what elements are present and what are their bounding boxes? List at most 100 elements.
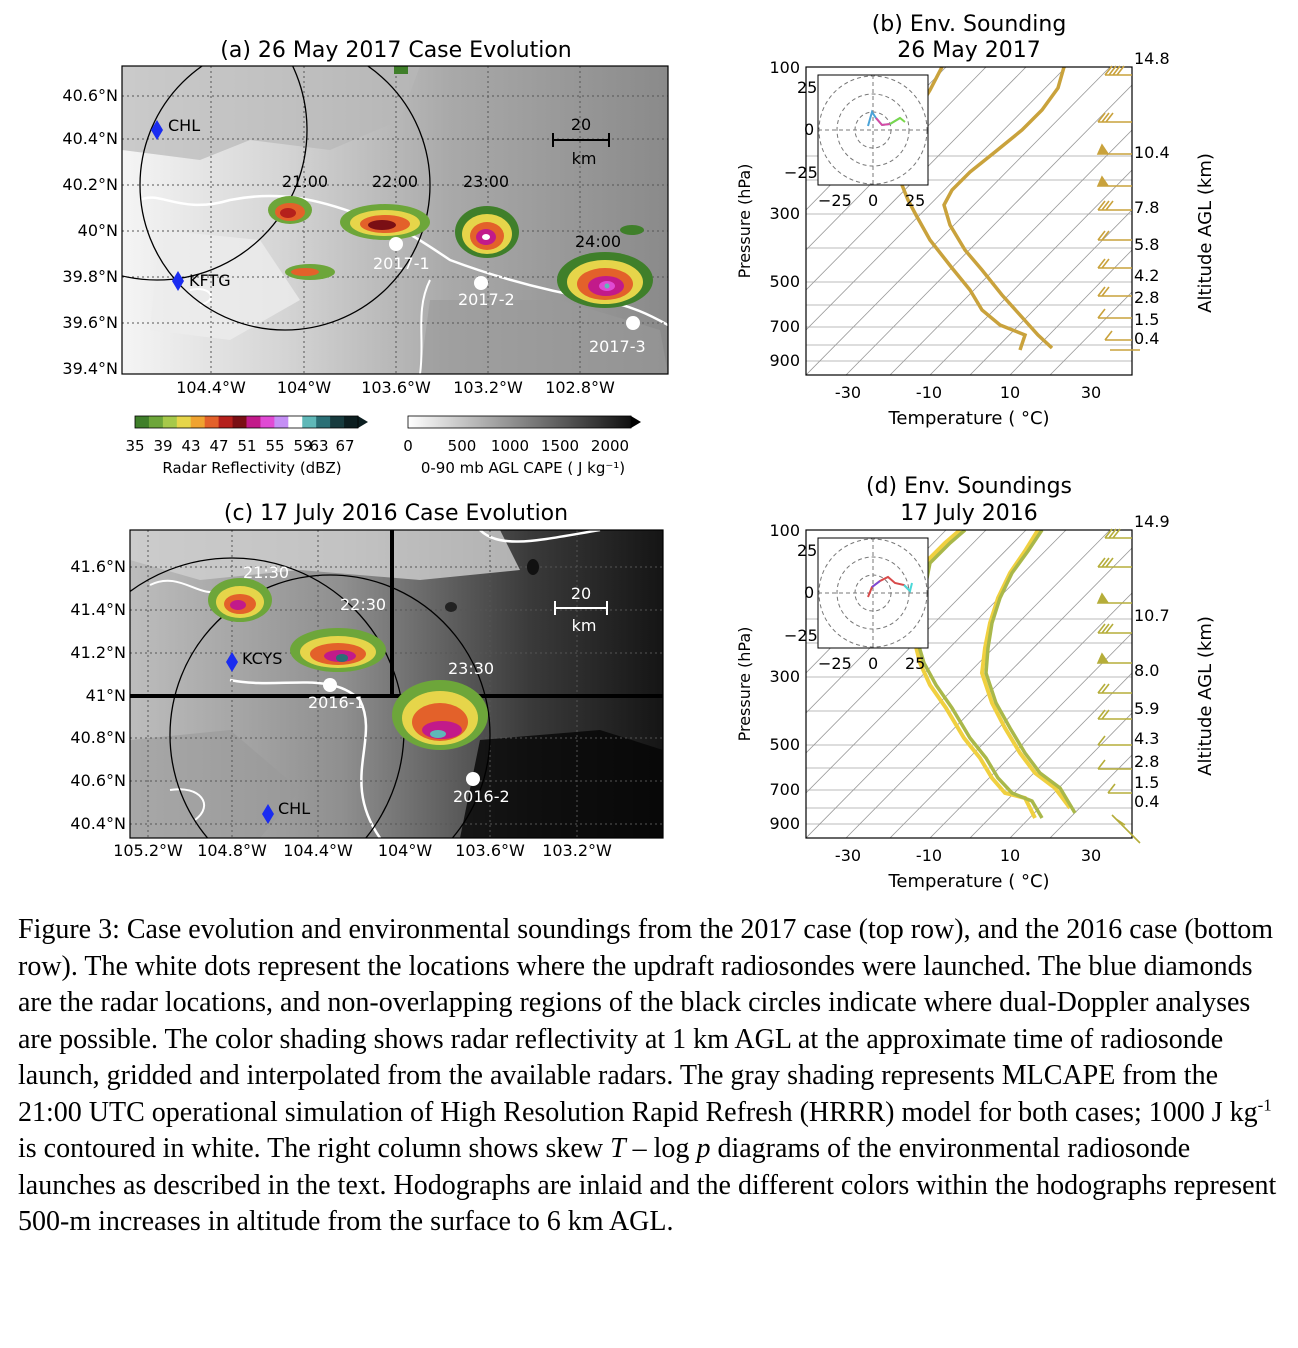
lat-tick: 40.4°N	[70, 814, 126, 833]
panel-d: (d) Env. Soundings 17 July 2016	[720, 463, 1298, 903]
panel-d-figure: (d) Env. Soundings 17 July 2016	[735, 474, 1216, 892]
lon-tick: 103.6°W	[361, 378, 431, 397]
lon-tick: 104.8°W	[197, 841, 267, 860]
colorbar-segment	[190, 416, 206, 428]
hodo-tick: −25	[784, 626, 818, 645]
scale-bar: 20 km	[552, 115, 610, 168]
hodo-tick: −25	[818, 191, 852, 210]
lat-tick: 39.6°N	[62, 313, 118, 332]
y-axis-label: Pressure (hPa)	[735, 627, 754, 742]
radar-diamond-icon	[262, 804, 274, 824]
storm-2230	[290, 628, 386, 672]
svg-text:20: 20	[571, 584, 591, 603]
altitude-axis-label: Altitude AGL (km)	[1195, 153, 1216, 313]
hodo-tick: 25	[797, 541, 817, 560]
time-label: 23:00	[463, 172, 509, 191]
caption-superscript: -1	[1257, 1095, 1272, 1115]
panel-b-subtitle: 26 May 2017	[897, 38, 1040, 63]
hodo-tick: 25	[797, 78, 817, 97]
scale-bar: 20 km	[554, 584, 608, 635]
altitude-tick: 10.4	[1134, 143, 1170, 162]
radar-label: KCYS	[242, 649, 282, 668]
svg-text:20: 20	[571, 115, 591, 134]
temp-tick: 30	[1081, 383, 1101, 402]
altitude-tick: 2.8	[1134, 288, 1159, 307]
hodo-tick: 0	[804, 583, 814, 602]
hodograph: 25 0 −25 −25 0 25	[784, 74, 929, 210]
hodo-tick: 25	[905, 654, 925, 673]
hodograph: 25 0 −25 −25 0 25	[784, 537, 929, 673]
colorbar-segment	[330, 416, 345, 428]
refl-label: Radar Reflectivity (dBZ)	[162, 459, 341, 477]
altitude-tick: 4.2	[1134, 266, 1159, 285]
pressure-tick: 100	[769, 521, 800, 540]
lon-tick: 103.2°W	[453, 378, 523, 397]
altitude-tick: 14.8	[1134, 49, 1170, 68]
refl-tick: 43	[181, 437, 200, 455]
radar-diamond-icon	[226, 652, 238, 672]
panel-b-figure: (b) Env. Sounding 26 May 2017	[735, 12, 1216, 429]
colorbar-segment	[162, 416, 178, 428]
altitude-tick: 1.5	[1134, 773, 1159, 792]
colorbar-segment	[204, 416, 220, 428]
time-label: 24:00	[575, 232, 621, 251]
hodo-tick: −25	[784, 163, 818, 182]
temp-tick: -10	[916, 846, 942, 865]
temp-tick: -10	[916, 383, 942, 402]
storm-2200	[340, 204, 430, 240]
wind-barbs	[1096, 65, 1140, 351]
lat-tick: 41.2°N	[70, 643, 126, 662]
radar-diamond-icon	[151, 120, 163, 140]
caption-italic: p	[696, 1133, 711, 1164]
caption-text: Figure 3: Case evolution and environment…	[18, 914, 1274, 1128]
time-label: 22:30	[340, 595, 386, 614]
refl-tick: 51	[237, 437, 256, 455]
storm-2400	[557, 252, 653, 308]
cape-colorbar	[407, 415, 632, 429]
lon-tick: 103.2°W	[542, 841, 612, 860]
x-axis-label: Temperature ( °C)	[887, 408, 1049, 429]
dewpoint-profile	[916, 530, 1044, 819]
lon-tick: 103.6°W	[455, 841, 525, 860]
cape-tick: 1000	[491, 437, 529, 455]
altitude-tick: 5.9	[1134, 699, 1159, 718]
temp-tick: 10	[1000, 383, 1020, 402]
lat-tick: 40.4°N	[62, 129, 118, 148]
colorbar-segment	[302, 416, 317, 428]
refl-tick: 55	[265, 437, 284, 455]
altitude-tick: 0.4	[1134, 329, 1159, 348]
launch-label: 2017-3	[589, 337, 646, 356]
cape-tick: 500	[448, 437, 477, 455]
storm-2130	[208, 578, 272, 622]
temp-tick: -30	[835, 383, 861, 402]
launch-dot	[389, 237, 403, 251]
radar-label: CHL	[278, 799, 310, 818]
pressure-tick: 500	[769, 272, 800, 291]
colorbars: 35 39 43 47 51 55 59 63 67 Radar Reflect…	[0, 410, 700, 490]
panel-c: (c) 17 July 2016 Case Evolution	[0, 490, 700, 870]
colorbar-segment	[218, 416, 234, 428]
altitude-tick: 8.0	[1134, 661, 1159, 680]
lon-tick: 104°W	[277, 378, 332, 397]
time-label: 21:30	[243, 563, 289, 582]
refl-tick: 47	[209, 437, 228, 455]
launch-dot	[474, 276, 488, 290]
lat-tick: 41.4°N	[70, 600, 126, 619]
launch-dot	[626, 316, 640, 330]
colorbar-segment	[288, 416, 303, 428]
caption-text: is contoured in white. The right column …	[18, 1133, 611, 1164]
altitude-tick: 2.8	[1134, 752, 1159, 771]
cape-tick: 1500	[541, 437, 579, 455]
hodo-tick: 0	[868, 654, 878, 673]
panel-b: (b) Env. Sounding 26 May 2017	[720, 0, 1298, 440]
altitude-tick: 5.8	[1134, 235, 1159, 254]
pressure-tick: 700	[769, 780, 800, 799]
pressure-tick: 300	[769, 204, 800, 223]
lon-tick: 105.2°W	[113, 841, 183, 860]
y-axis-label: Pressure (hPa)	[735, 164, 754, 279]
launch-label: 2016-2	[453, 787, 510, 806]
dewpoint-profile	[912, 530, 1037, 819]
altitude-tick: 10.7	[1134, 606, 1170, 625]
radar-label: CHL	[168, 116, 200, 135]
colorbar-segment	[148, 416, 164, 428]
